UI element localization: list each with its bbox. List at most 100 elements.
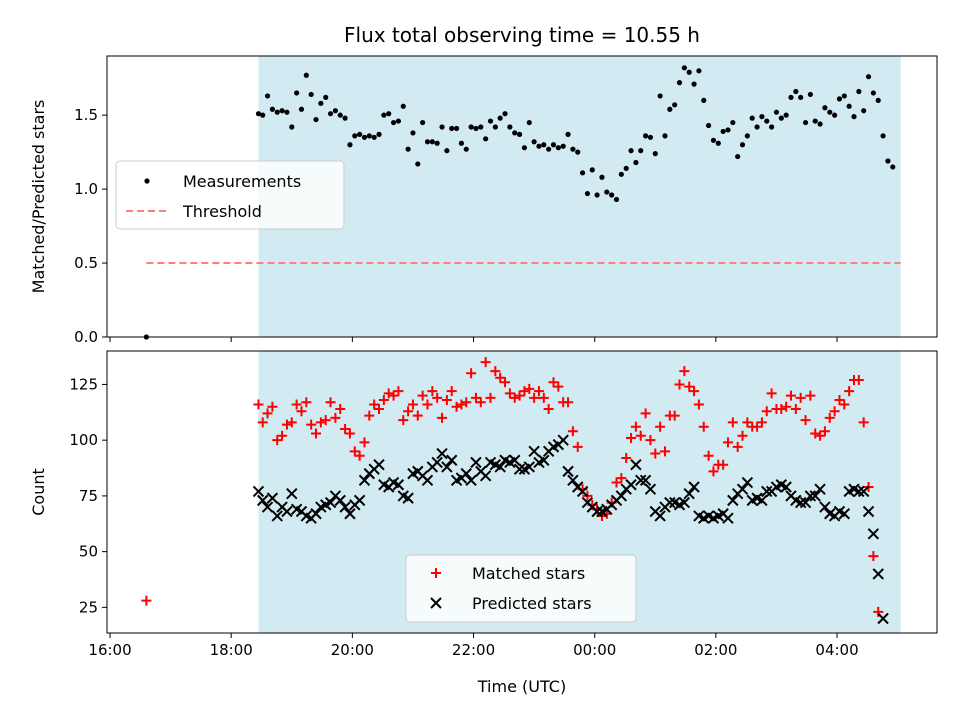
measurement-point — [449, 125, 455, 132]
matched-star-point — [504, 388, 515, 399]
measurement-point — [759, 114, 765, 120]
matched-star-point — [344, 428, 355, 439]
matched-star-point — [567, 426, 578, 437]
measurement-point — [584, 190, 591, 197]
measurement-point — [851, 114, 857, 120]
matched-star-point — [291, 399, 302, 410]
measurement-point — [381, 112, 387, 118]
matched-star-point — [296, 406, 307, 417]
y-axis-label: Matched/Predicted stars — [29, 100, 48, 294]
y-tick-label: 75 — [79, 487, 98, 505]
matched-star-point — [718, 459, 729, 470]
legend-label: Matched stars — [472, 564, 585, 583]
matched-star-point — [781, 401, 792, 412]
measurement-point — [497, 115, 503, 121]
matched-star-point — [543, 403, 554, 414]
x-tick-label: 20:00 — [331, 641, 374, 659]
matched-star-point — [301, 397, 312, 408]
legend-measurement-marker — [144, 178, 150, 184]
matched-star-point — [369, 399, 380, 410]
predicted-star-point — [688, 481, 700, 493]
measurement-point — [473, 125, 479, 132]
measurement-point — [541, 142, 547, 148]
predicted-star-point — [286, 487, 298, 500]
predicted-star-point — [799, 496, 812, 509]
measurement-point — [609, 192, 615, 198]
matched-star-point — [611, 477, 622, 488]
measurement-point — [604, 189, 610, 195]
measurement-point — [512, 130, 518, 136]
measurement-point — [279, 108, 285, 114]
matched-star-point — [790, 403, 801, 414]
measurement-point — [628, 148, 634, 154]
measurement-point — [366, 133, 372, 139]
measurement-point — [347, 142, 353, 148]
predicted-star-point — [727, 494, 739, 507]
predicted-star-point — [261, 501, 274, 513]
measurement-point — [507, 124, 513, 130]
matched-star-point — [466, 368, 477, 379]
matched-star-point — [868, 551, 879, 562]
predicted-star-point — [639, 474, 652, 487]
measurement-point — [284, 109, 290, 115]
predicted-star-point — [392, 479, 405, 491]
matched-star-point — [815, 430, 826, 441]
matched-star-point — [659, 446, 670, 457]
predicted-star-point — [402, 492, 414, 504]
matched-star-point — [446, 386, 457, 397]
measurement-point — [289, 124, 295, 130]
measurement-point — [516, 131, 523, 137]
predicted-star-point — [344, 508, 356, 520]
matched-star-point — [330, 412, 341, 423]
predicted-star-point — [523, 461, 535, 473]
measurement-point — [332, 108, 339, 114]
predicted-star-point — [441, 461, 453, 473]
measurement-point — [778, 115, 784, 121]
measurement-point — [429, 139, 435, 145]
measurement-point — [633, 159, 639, 166]
measurement-point — [579, 170, 586, 176]
x-tick-label: 00:00 — [573, 641, 616, 659]
matched-star-point — [626, 432, 637, 443]
matched-star-point — [621, 453, 632, 464]
legend-matched-marker — [431, 568, 441, 578]
predicted-star-point — [513, 463, 526, 475]
measurement-point — [298, 106, 305, 112]
measurement-point — [560, 143, 566, 149]
measurement-point — [705, 122, 712, 129]
predicted-star-point — [557, 434, 569, 446]
measurement-point — [827, 109, 833, 115]
measurement-point — [550, 142, 557, 148]
measurement-point — [657, 93, 663, 99]
predicted-star-point — [872, 568, 884, 580]
measurement-point — [327, 111, 334, 117]
matched-star-point — [417, 390, 428, 401]
matched-star-point — [320, 415, 331, 426]
matched-star-point — [340, 424, 351, 435]
measurement-point — [691, 81, 697, 87]
measurement-point — [613, 196, 620, 203]
legend-label: Threshold — [182, 202, 262, 221]
matched-star-point — [490, 366, 501, 377]
predicted-star-point — [436, 447, 448, 460]
predicted-star-point — [741, 476, 754, 489]
measurement-point — [822, 105, 828, 111]
matched-star-point — [819, 426, 830, 437]
predicted-star-point — [838, 508, 851, 520]
y-tick-label: 25 — [79, 598, 98, 616]
matched-star-point — [679, 366, 690, 377]
predicted-star-point — [857, 485, 870, 498]
matched-star-point — [441, 395, 452, 406]
axes-frame — [106, 55, 938, 338]
matched-star-point — [650, 448, 661, 459]
axes-frame — [106, 350, 938, 634]
matched-star-point — [858, 417, 869, 428]
measurement-point — [458, 140, 465, 146]
y-tick-label: 125 — [69, 375, 98, 393]
matched-star-point — [470, 392, 481, 403]
measurement-point — [468, 124, 474, 130]
measurement-point — [769, 124, 775, 130]
matched-star-point — [873, 606, 884, 617]
predicted-star-point — [431, 456, 443, 469]
y-axis-label: Count — [29, 468, 48, 516]
